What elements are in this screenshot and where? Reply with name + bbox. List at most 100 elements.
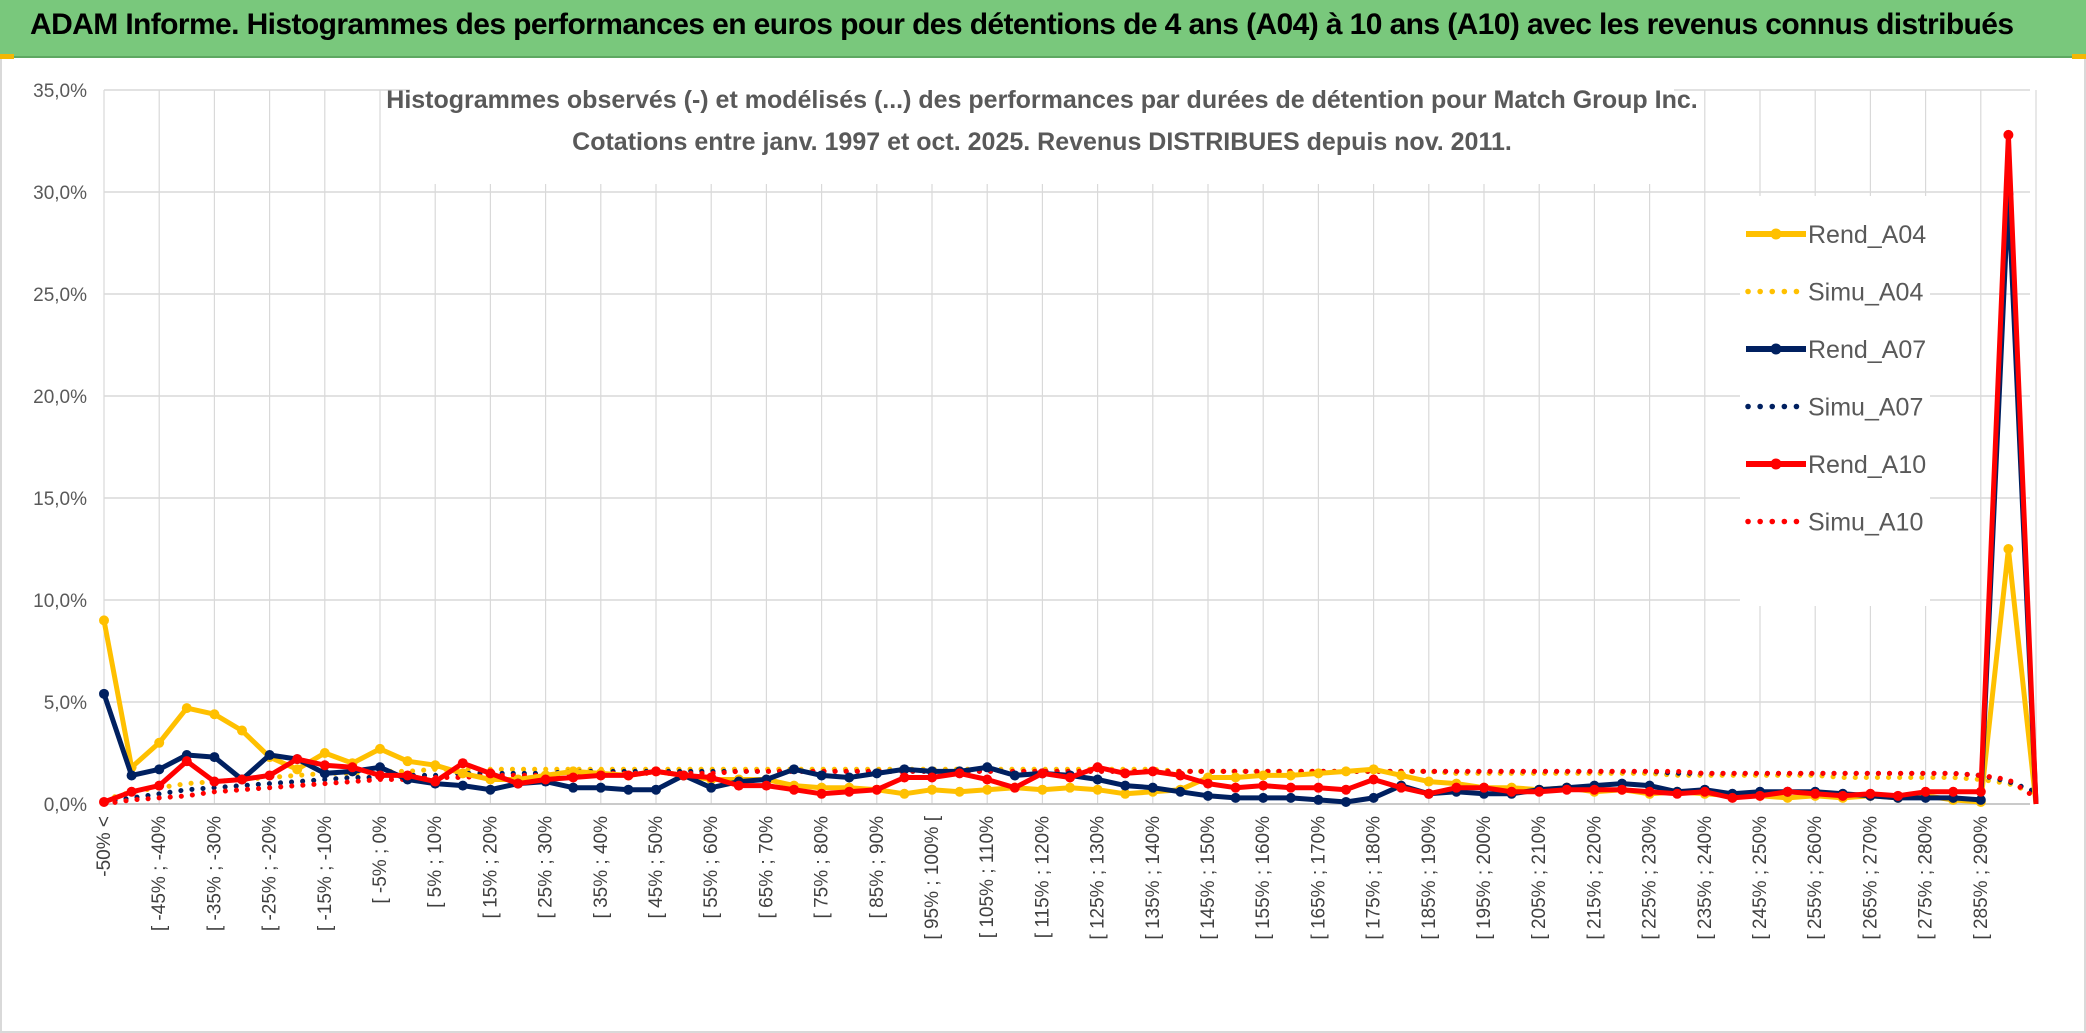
legend-label: Rend_A10 (1808, 451, 1926, 479)
data-point (1865, 788, 1876, 799)
data-point (1313, 782, 1324, 793)
chart-title-background (410, 78, 1674, 184)
data-point (954, 786, 965, 797)
data-point (1699, 786, 1710, 797)
chart-title-line-2: Cotations entre janv. 1997 et oct. 2025.… (572, 128, 1512, 156)
data-point (706, 782, 717, 793)
data-point (1755, 790, 1765, 801)
data-point (99, 688, 109, 699)
data-point (375, 762, 385, 773)
data-point (1120, 768, 1131, 779)
legend-marker (1770, 343, 1782, 355)
data-point (623, 770, 634, 781)
data-point (651, 766, 661, 777)
data-point (1396, 782, 1407, 793)
x-tick-label: [ 5% ; 10% (425, 816, 446, 908)
data-point (1479, 782, 1489, 793)
data-point (181, 703, 192, 714)
y-tick-label: 0,0% (44, 795, 87, 816)
x-axis: -50% < [ -45% ; -40% [ -35% ; -30% [ -25% ;… (94, 815, 1992, 939)
x-tick-label: [ 115% ; 120% (1032, 816, 1053, 938)
x-tick-label: [ 235% ; 240% (1695, 816, 1716, 940)
chart-title: Histogrammes observés (-) et modélisés (… (386, 78, 1698, 184)
x-tick-label: [ 75% ; 80% (812, 816, 833, 919)
data-point (789, 784, 799, 795)
data-point (595, 770, 606, 781)
data-point (789, 764, 799, 775)
data-point (927, 772, 937, 783)
data-point (844, 772, 855, 783)
data-point (319, 760, 330, 771)
data-point (1672, 788, 1683, 799)
x-tick-label: [ 145% ; 150% (1198, 816, 1219, 940)
x-tick-label: [ 165% ; 170% (1308, 816, 1329, 940)
x-tick-label: [ -5% ; 0% (370, 816, 391, 904)
data-point (209, 776, 220, 787)
x-tick-label: [ -35% ; -30% (204, 816, 225, 931)
y-axis: 0,0% 5,0% 10,0% 15,0% 20,0% 25,0% 30,0% 35,0% (33, 81, 87, 816)
data-point (706, 772, 717, 783)
data-point (1009, 770, 1020, 781)
data-point (457, 768, 468, 779)
data-point (1092, 762, 1103, 773)
data-point (1175, 786, 1186, 797)
data-point (651, 784, 661, 795)
y-tick-label: 15,0% (33, 489, 87, 510)
data-point (844, 786, 855, 797)
data-point (1561, 784, 1572, 795)
data-point (816, 788, 827, 799)
data-point (899, 764, 910, 775)
series-layer (99, 129, 2039, 807)
report-banner: ADAM Informe. Histogrammes des performan… (0, 0, 2086, 58)
data-point (1948, 786, 1959, 797)
data-point (1313, 768, 1324, 779)
data-point (540, 774, 551, 785)
y-tick-label: 25,0% (33, 285, 87, 306)
legend-background (1740, 196, 1930, 606)
x-tick-label: [ 65% ; 70% (756, 816, 777, 919)
y-tick-label: 5,0% (44, 693, 87, 714)
x-tick-label: -50% < (94, 816, 115, 877)
data-point (126, 786, 137, 797)
data-point (761, 780, 772, 791)
legend-marker (1770, 228, 1782, 240)
data-point (1065, 772, 1075, 783)
data-point (375, 743, 385, 754)
data-point (1451, 782, 1462, 793)
data-point (1037, 784, 1048, 795)
x-tick-label: [ 215% ; 220% (1584, 816, 1605, 940)
data-point (954, 768, 965, 779)
series-simu-a04 (101, 766, 2039, 803)
data-point (733, 780, 744, 791)
data-point (595, 782, 606, 793)
x-tick-label: [ 95% ; 100% [ (922, 815, 943, 939)
x-tick-label: [ 135% ; 140% (1143, 816, 1164, 940)
data-point (319, 768, 330, 779)
y-tick-label: 20,0% (33, 387, 87, 408)
data-point (1423, 776, 1434, 787)
legend-item: Rend_A10 (1746, 451, 1926, 479)
legend-item: Rend_A07 (1746, 336, 1926, 364)
legend-item: Simu_A04 (1745, 279, 1923, 307)
data-point (982, 784, 993, 795)
data-point (1147, 782, 1158, 793)
data-point (871, 768, 882, 779)
data-point (1975, 786, 1986, 797)
legend-label: Simu_A10 (1808, 509, 1923, 537)
data-point (2003, 544, 2014, 554)
legend-label: Simu_A04 (1808, 279, 1923, 307)
histogram-chart: Histogrammes observés (-) et modélisés (… (33, 78, 2039, 940)
x-tick-label: [ 225% ; 230% (1640, 816, 1661, 940)
x-tick-label: [ 195% ; 200% (1474, 816, 1495, 940)
data-point (1644, 786, 1655, 797)
x-tick-label: [ 205% ; 210% (1529, 816, 1550, 940)
x-tick-label: [ 265% ; 270% (1860, 816, 1881, 940)
data-point (99, 796, 109, 807)
x-tick-label: [ 15% ; 20% (480, 816, 501, 919)
data-point (678, 770, 689, 781)
data-point (1258, 770, 1269, 781)
x-tick-label: [ -15% ; -10% (315, 816, 336, 931)
data-point (1368, 774, 1379, 785)
data-point (1975, 794, 1986, 805)
data-point (1423, 788, 1434, 799)
